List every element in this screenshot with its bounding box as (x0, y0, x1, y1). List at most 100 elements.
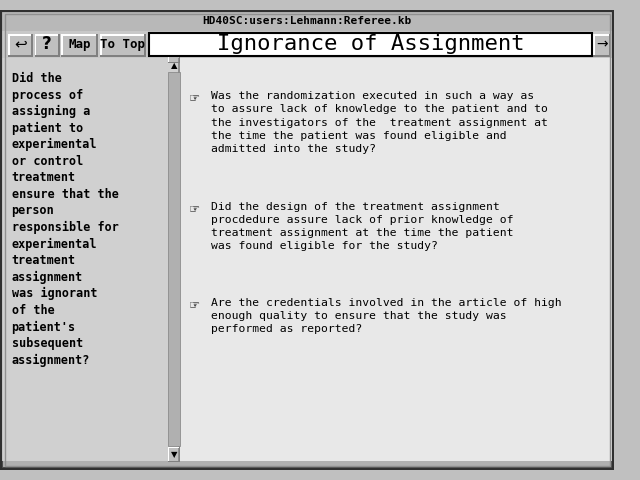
Point (598, 168, 609, 176)
Point (219, 463, 229, 471)
Point (564, 24, 575, 31)
Point (6, 24, 17, 32)
Point (4, 318, 14, 326)
Point (19, 14, 29, 22)
Point (468, 460, 479, 468)
Point (175, 9, 185, 16)
Point (175, 21, 186, 28)
Point (598, 463, 609, 471)
Point (116, 21, 126, 29)
Point (602, 82, 612, 90)
Point (24, 462, 35, 469)
Point (536, 22, 546, 29)
Point (418, 20, 428, 27)
Point (335, 8, 345, 16)
Point (113, 457, 124, 465)
Point (266, 462, 276, 470)
Point (316, 18, 326, 25)
Point (563, 446, 573, 454)
Point (367, 460, 378, 468)
Point (444, 13, 454, 21)
Point (13, 459, 23, 467)
Point (600, 270, 611, 278)
Point (291, 460, 301, 468)
Point (1, 64, 12, 72)
Point (12, 456, 22, 464)
Point (364, 18, 374, 26)
Point (198, 22, 208, 30)
Point (5, 185, 15, 192)
Point (6, 40, 16, 48)
Point (95, 12, 105, 19)
Point (599, 396, 609, 404)
Point (324, 13, 334, 21)
Point (309, 16, 319, 24)
Point (310, 446, 320, 454)
Point (330, 25, 340, 33)
Point (512, 11, 522, 19)
Point (224, 20, 234, 28)
Point (223, 464, 233, 472)
Point (83, 451, 93, 458)
Point (602, 120, 612, 128)
Point (5, 434, 15, 442)
Point (474, 24, 484, 32)
Point (5, 26, 15, 34)
Point (332, 22, 342, 30)
Point (282, 459, 292, 467)
Point (493, 456, 503, 464)
Point (484, 456, 494, 463)
Point (424, 24, 435, 32)
Point (381, 464, 391, 472)
Point (128, 13, 138, 21)
Point (536, 11, 547, 18)
Point (571, 10, 581, 18)
Point (158, 19, 168, 26)
Point (300, 459, 310, 467)
Point (573, 457, 584, 465)
Point (444, 24, 454, 32)
Point (211, 464, 221, 471)
Point (362, 23, 372, 31)
Point (330, 461, 340, 469)
Point (249, 15, 259, 23)
Point (577, 461, 588, 468)
Point (1, 154, 12, 161)
Point (607, 102, 617, 110)
Point (206, 21, 216, 28)
Point (605, 461, 615, 469)
Point (602, 187, 612, 194)
Point (147, 13, 157, 21)
Point (6, 462, 17, 470)
Point (498, 464, 508, 472)
Point (35, 448, 45, 456)
Point (26, 464, 36, 472)
Point (164, 461, 174, 469)
Point (83, 462, 93, 469)
Point (427, 464, 437, 471)
Point (4, 449, 15, 457)
Point (260, 20, 270, 28)
Point (306, 26, 316, 34)
Point (369, 457, 379, 465)
Bar (168, 49, 169, 62)
Point (467, 19, 477, 27)
Point (6, 47, 16, 54)
Point (158, 465, 168, 472)
Point (41, 12, 51, 20)
Point (580, 19, 590, 26)
Point (483, 21, 493, 29)
Point (102, 10, 113, 18)
Point (124, 26, 134, 34)
Point (78, 26, 88, 34)
Point (125, 25, 136, 33)
Point (404, 447, 415, 455)
Point (234, 23, 244, 30)
Point (273, 8, 283, 15)
Point (3, 30, 13, 37)
Point (10, 456, 20, 463)
Point (419, 14, 429, 22)
Point (56, 15, 67, 23)
Point (152, 15, 163, 23)
Point (322, 17, 332, 24)
